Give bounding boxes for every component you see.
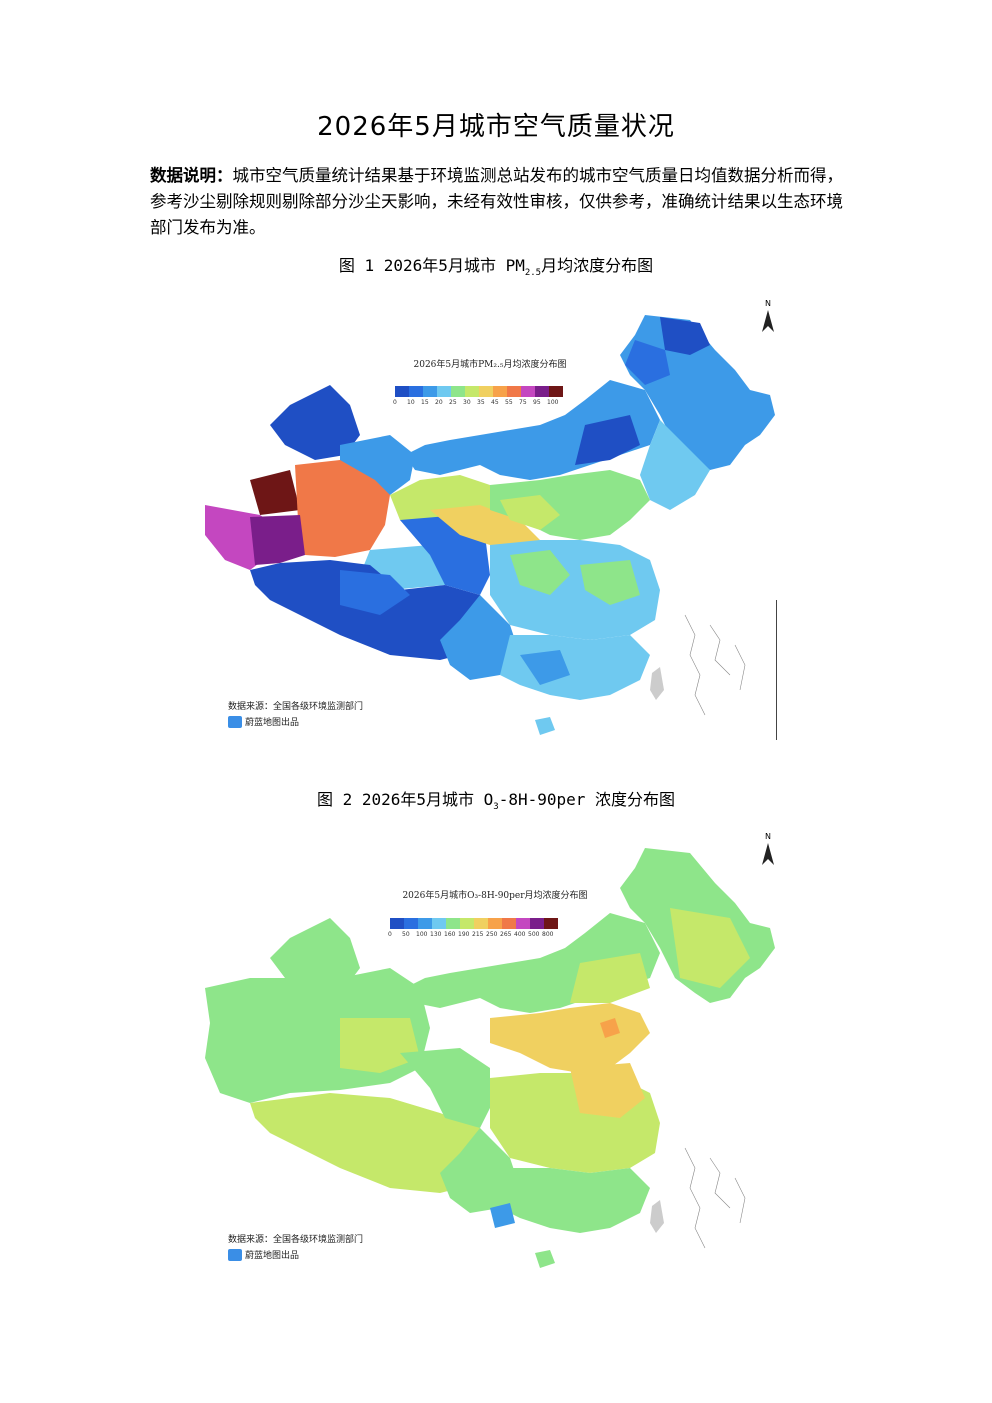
legend-swatch: [530, 918, 544, 929]
north-label: N: [765, 832, 771, 841]
legend-swatch: [549, 386, 563, 397]
figure-1-caption-suffix: 月均浓度分布图: [541, 256, 654, 275]
legend-swatch: [465, 386, 479, 397]
legend-tick: 100: [547, 399, 559, 406]
pm25-source: 数据来源：全国各级环境监测部门: [228, 702, 364, 712]
o3-legend-ticks: 0 50 100 130 160 190 215 250 265 400 500 800: [388, 931, 556, 938]
legend-tick: 215: [472, 931, 484, 938]
figure-1-caption-sub: 2.5: [524, 268, 542, 279]
legend-swatch: [404, 918, 418, 929]
pm25-map-title: 2026年5月城市PM₂.₅月均浓度分布图: [413, 360, 567, 370]
o3-brand: 蔚蓝地图出品: [228, 1248, 299, 1261]
legend-tick: 25: [449, 399, 457, 406]
legend-tick: 55: [505, 399, 513, 406]
figure-1-caption: 图 1 2026年5月城市 PM2.5月均浓度分布图: [0, 252, 992, 278]
legend-swatch: [395, 386, 409, 397]
legend-swatch: [451, 386, 465, 397]
description-label: 数据说明：: [150, 166, 233, 185]
legend-swatch: [493, 386, 507, 397]
legend-tick: 250: [486, 931, 498, 938]
brand-logo-icon: [228, 1248, 242, 1261]
legend-swatch: [423, 386, 437, 397]
legend-tick: 0: [393, 399, 397, 406]
legend-tick: 0: [388, 931, 392, 938]
pm25-map: 2026年5月城市PM₂.₅月均浓度分布图 0 10 15 20 25 30 35 45 55 7…: [190, 295, 790, 755]
legend-tick: 130: [430, 931, 442, 938]
legend-swatch: [544, 918, 558, 929]
legend-tick: 75: [519, 399, 527, 406]
figure-2-caption-sub: 3: [493, 802, 499, 813]
figure-2-caption: 图 2 2026年5月城市 O3-8H-90per 浓度分布图: [0, 786, 992, 812]
legend-swatch: [409, 386, 423, 397]
legend-swatch: [502, 918, 516, 929]
brand-logo-icon: [228, 715, 242, 728]
description-text: 城市空气质量统计结果基于环境监测总站发布的城市空气质量日均值数据分析而得，参考沙…: [150, 166, 843, 237]
legend-tick: 95: [533, 399, 541, 406]
pm25-legend-ticks: 0 10 15 20 25 30 35 45 55 75 95 100: [393, 399, 561, 406]
north-arrow-icon: N: [758, 299, 778, 334]
legend-swatch: [446, 918, 460, 929]
o3-legend: [390, 918, 558, 929]
legend-tick: 190: [458, 931, 470, 938]
pm25-brand-label: 蔚蓝地图出品: [245, 718, 300, 728]
legend-swatch: [474, 918, 488, 929]
legend-tick: 15: [421, 399, 429, 406]
legend-tick: 10: [407, 399, 415, 406]
legend-tick: 800: [542, 931, 554, 938]
legend-tick: 30: [463, 399, 471, 406]
legend-swatch: [535, 386, 549, 397]
o3-map-svg: [205, 848, 775, 1268]
north-arrow-icon: N: [758, 832, 778, 867]
legend-tick: 100: [416, 931, 428, 938]
page-title: 2026年5月城市空气质量状况: [317, 112, 675, 142]
legend-tick: 35: [477, 399, 485, 406]
north-label: N: [765, 299, 771, 308]
legend-swatch: [521, 386, 535, 397]
legend-swatch: [479, 386, 493, 397]
legend-swatch: [460, 918, 474, 929]
data-description: 数据说明：城市空气质量统计结果基于环境监测总站发布的城市空气质量日均值数据分析而…: [150, 163, 850, 241]
legend-swatch: [516, 918, 530, 929]
figure-2-caption-suffix: -8H-90per 浓度分布图: [498, 790, 676, 809]
legend-swatch: [390, 918, 404, 929]
pm25-legend: [395, 386, 563, 397]
pm25-brand: 蔚蓝地图出品: [228, 715, 299, 728]
figure-1-caption-prefix: 图 1 2026年5月城市 PM: [338, 256, 525, 275]
o3-source: 数据来源：全国各级环境监测部门: [228, 1235, 364, 1245]
legend-swatch: [488, 918, 502, 929]
inset-border: [776, 600, 777, 740]
figure-2-caption-prefix: 图 2 2026年5月城市 O: [316, 790, 494, 809]
legend-tick: 400: [514, 931, 526, 938]
legend-tick: 20: [435, 399, 443, 406]
legend-tick: 265: [500, 931, 512, 938]
legend-tick: 160: [444, 931, 456, 938]
legend-swatch: [437, 386, 451, 397]
legend-swatch: [507, 386, 521, 397]
o3-map: 2026年5月城市O₃-8H-90per月均浓度分布图 0 50 100 130 160…: [190, 828, 790, 1288]
pm25-map-svg: [205, 315, 775, 735]
legend-swatch: [432, 918, 446, 929]
o3-map-title: 2026年5月城市O₃-8H-90per月均浓度分布图: [402, 891, 588, 901]
o3-brand-label: 蔚蓝地图出品: [245, 1251, 300, 1261]
legend-tick: 500: [528, 931, 540, 938]
legend-swatch: [418, 918, 432, 929]
legend-tick: 45: [491, 399, 499, 406]
legend-tick: 50: [402, 931, 410, 938]
